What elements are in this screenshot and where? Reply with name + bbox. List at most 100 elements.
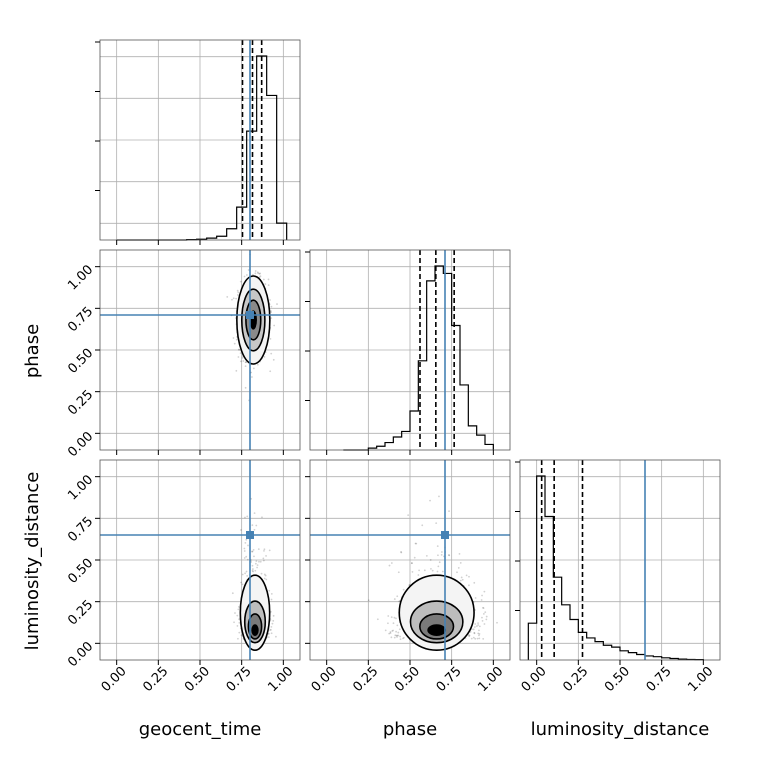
- scatter-point: [457, 567, 460, 569]
- scatter-point: [396, 634, 399, 637]
- scatter-point: [263, 577, 266, 580]
- scatter-point: [436, 545, 439, 548]
- scatter-point: [254, 562, 257, 565]
- y-label-phase: phase: [22, 324, 43, 378]
- scatter-point: [389, 631, 392, 633]
- scatter-point: [235, 297, 238, 300]
- scatter-point: [473, 581, 476, 584]
- scatter-point: [269, 299, 271, 301]
- scatter-point: [393, 636, 396, 639]
- scatter-point: [251, 524, 254, 527]
- scatter-point: [441, 570, 444, 573]
- scatter-point: [263, 549, 265, 552]
- scatter-point: [481, 619, 484, 622]
- scatter-point: [269, 629, 271, 631]
- scatter-point: [384, 629, 387, 632]
- scatter-point: [448, 554, 451, 557]
- scatter-point: [389, 632, 392, 635]
- scatter-point: [255, 560, 258, 563]
- scatter-point: [245, 555, 248, 558]
- truth-marker: [246, 531, 254, 539]
- scatter-point: [276, 303, 278, 305]
- x-label-phase: phase: [383, 719, 437, 740]
- scatter-point: [251, 568, 254, 570]
- scatter-point: [402, 588, 405, 591]
- scatter-point: [512, 620, 514, 622]
- scatter-point: [244, 361, 247, 364]
- panel-hist-phase: [305, 249, 511, 455]
- scatter-point: [239, 280, 242, 283]
- scatter-point: [418, 569, 421, 572]
- scatter-point: [243, 275, 246, 278]
- scatter-point: [270, 592, 273, 595]
- x-tick-label: 0.75: [224, 664, 255, 695]
- y-tick-label: 0.75: [65, 304, 96, 335]
- scatter-point: [252, 548, 255, 551]
- scatter-point: [400, 551, 402, 553]
- scatter-point: [268, 549, 271, 552]
- scatter-point: [235, 338, 238, 341]
- x-tick-label: 0.25: [140, 664, 171, 695]
- panel-scatter-phase_vs_geocent_time: 0.00 0.25 0.50 0.75 1.00: [65, 249, 301, 460]
- scatter-point: [238, 631, 241, 634]
- scatter-point: [264, 574, 267, 577]
- scatter-point: [438, 495, 440, 498]
- scatter-point: [481, 594, 483, 597]
- scatter-point: [239, 352, 242, 355]
- scatter-point: [226, 296, 229, 298]
- histogram-step-phase: [343, 265, 494, 451]
- scatter-point: [395, 617, 397, 620]
- scatter-point: [402, 637, 404, 640]
- scatter-point: [256, 271, 259, 274]
- scatter-point: [392, 629, 395, 632]
- scatter-point: [471, 628, 473, 631]
- scatter-point: [258, 276, 261, 279]
- scatter-point: [440, 553, 443, 556]
- scatter-point: [387, 615, 390, 617]
- scatter-point: [251, 564, 254, 567]
- scatter-point: [388, 564, 391, 567]
- scatter-point: [430, 568, 432, 570]
- scatter-point: [410, 562, 413, 565]
- scatter-point: [390, 636, 393, 639]
- scatter-point: [245, 570, 248, 573]
- y-tick-label: 0.00: [65, 639, 96, 670]
- scatter-point: [253, 528, 256, 531]
- scatter-point: [261, 516, 263, 519]
- scatter-point: [473, 632, 476, 635]
- scatter-point: [395, 630, 398, 633]
- scatter-point: [407, 514, 410, 517]
- scatter-point: [240, 581, 242, 584]
- scatter-point: [255, 524, 258, 527]
- scatter-point: [482, 606, 484, 609]
- scatter-point: [399, 635, 402, 638]
- histogram-step-luminosity_distance: [527, 475, 704, 661]
- scatter-point: [468, 634, 471, 637]
- scatter-point: [395, 634, 398, 637]
- scatter-point: [252, 570, 254, 573]
- scatter-point: [257, 548, 260, 551]
- scatter-point: [244, 516, 246, 519]
- scatter-point: [245, 274, 248, 276]
- scatter-point: [376, 618, 379, 621]
- scatter-point: [447, 554, 450, 556]
- scatter-point: [271, 622, 274, 625]
- scatter-point: [367, 599, 370, 602]
- scatter-point: [233, 621, 235, 624]
- scatter-point: [272, 358, 275, 361]
- scatter-point: [475, 625, 478, 627]
- scatter-point: [239, 360, 242, 363]
- scatter-point: [232, 337, 235, 339]
- scatter-point: [429, 499, 431, 502]
- scatter-point: [396, 636, 398, 638]
- scatter-point: [243, 547, 246, 550]
- scatter-point: [241, 573, 244, 576]
- y-tick-label: 1.00: [65, 262, 96, 293]
- scatter-point: [241, 356, 244, 359]
- scatter-point: [267, 636, 270, 639]
- scatter-point: [417, 574, 420, 576]
- scatter-point: [394, 634, 397, 637]
- scatter-point: [254, 569, 257, 572]
- scatter-point: [482, 638, 485, 640]
